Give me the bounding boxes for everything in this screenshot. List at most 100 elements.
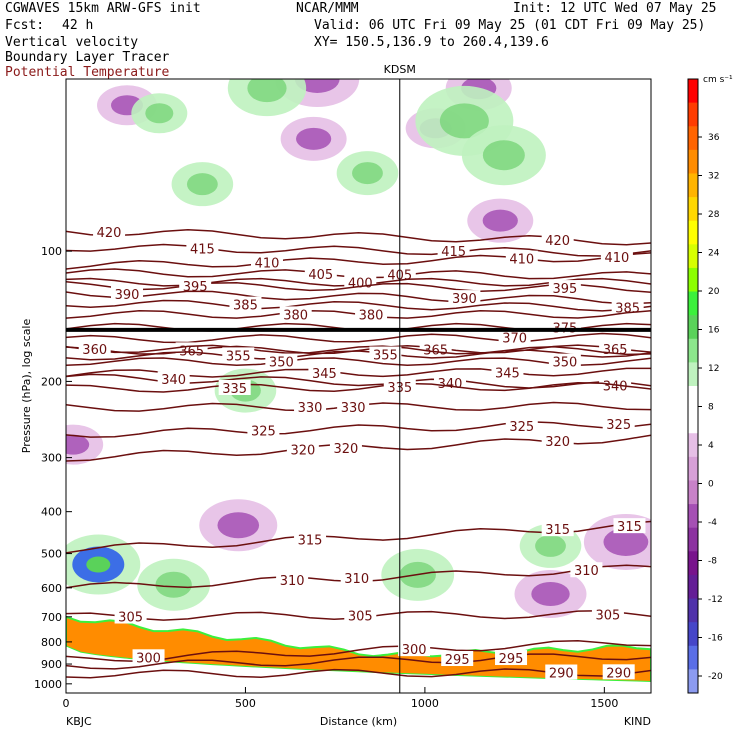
theta-contour-label: 325 xyxy=(606,418,631,433)
theta-label-bg xyxy=(541,432,574,448)
theta-contour-label: 390 xyxy=(115,288,140,303)
updraft-cell-core xyxy=(155,571,192,598)
theta-label-bg xyxy=(337,398,370,414)
theta-contour-label: 420 xyxy=(97,226,122,241)
y-tick-label: 800 xyxy=(41,636,62,649)
theta-contour-line xyxy=(66,344,651,356)
theta-contour-label: 340 xyxy=(438,377,463,392)
theta-contour-label: 380 xyxy=(359,308,384,323)
vertical-velocity-layer xyxy=(66,79,651,619)
colorbar-cell xyxy=(688,574,698,600)
theta-contour-label: 340 xyxy=(603,380,628,395)
theta-contour-label: 410 xyxy=(604,251,629,266)
colorbar-cell xyxy=(688,244,698,269)
forecast-label: Fcst: xyxy=(5,18,45,33)
theta-contour-label: 300 xyxy=(402,643,427,658)
colorbar-frame xyxy=(687,78,699,694)
theta-label-bg xyxy=(437,243,470,259)
field-vertical-velocity: Vertical velocity xyxy=(5,35,139,50)
updraft-cell-core xyxy=(439,103,489,139)
theta-label-bg xyxy=(111,285,144,301)
colorbar-cell xyxy=(688,362,698,387)
theta-label-bg xyxy=(491,364,524,380)
y-tick-label: 300 xyxy=(41,452,62,465)
theta-label-bg xyxy=(308,364,341,380)
axes-layer: 0 500 1000 1500 100 200 300 400 500 600 700 800 900 1… xyxy=(20,245,651,728)
theta-contour-label: 410 xyxy=(509,253,534,268)
y-tick-label: 200 xyxy=(41,375,62,388)
x-tick-label: 0 xyxy=(63,697,70,710)
theta-label-bg xyxy=(78,340,111,356)
colorbar-cell xyxy=(688,433,698,458)
theta-contour-label: 315 xyxy=(298,534,323,549)
y-tick-label: 400 xyxy=(41,506,62,519)
updraft-cell-core xyxy=(482,140,525,171)
colorbar-label: 12 xyxy=(708,364,719,374)
theta-label-bg xyxy=(611,299,644,315)
x-tick-label: 1500 xyxy=(590,697,618,710)
theta-label-bg xyxy=(602,415,635,431)
updraft-cell-core xyxy=(535,534,566,557)
colorbar-cell xyxy=(688,338,698,363)
theta-label-bg xyxy=(279,306,312,322)
colorbar-label: 28 xyxy=(708,210,720,220)
org-label: NCAR/MMM xyxy=(296,1,359,16)
theta-label-bg xyxy=(505,417,538,433)
theta-label-bg xyxy=(448,290,481,306)
right-station-label: KIND xyxy=(624,715,651,728)
theta-label-bg xyxy=(570,562,603,578)
colorbar-label: -20 xyxy=(708,672,723,682)
theta-contour-label: 320 xyxy=(290,444,315,459)
theta-label-bg xyxy=(114,608,147,624)
valid-time: Valid: 06 UTC Fri 09 May 25 (01 CDT Fri … xyxy=(314,18,706,33)
theta-contour-label: 305 xyxy=(118,611,143,626)
field-boundary-layer-tracer: Boundary Layer Tracer xyxy=(5,50,170,65)
colorbar-label: 32 xyxy=(708,172,719,182)
colorbar-cell xyxy=(688,315,698,340)
colorbar-label: -8 xyxy=(708,557,717,567)
downdraft-cell-core xyxy=(296,127,332,150)
downdraft-cell-core xyxy=(66,434,90,455)
x-axis-label: Distance (km) xyxy=(320,715,397,728)
theta-label-bg xyxy=(498,329,531,345)
updraft-cell-core xyxy=(352,162,383,185)
theta-contour-label: 410 xyxy=(255,257,280,272)
theta-label-bg xyxy=(495,650,528,666)
x-tick-label: 500 xyxy=(235,697,256,710)
theta-contour-line xyxy=(66,243,651,257)
theta-contour-label: 355 xyxy=(373,349,398,364)
theta-label-bg xyxy=(441,651,474,667)
theta-label-bg xyxy=(186,240,219,256)
colorbar-cell xyxy=(688,598,698,623)
theta-contour-label: 325 xyxy=(251,425,276,440)
colorbar-cell xyxy=(688,291,698,316)
colorbar-cell xyxy=(688,409,698,434)
colorbar-cell xyxy=(688,386,698,411)
theta-contour-label: 350 xyxy=(269,356,294,371)
y-axis-label: Pressure (hPa), log scale xyxy=(20,319,33,454)
colorbar-cell xyxy=(688,102,698,127)
theta-contour-label: 405 xyxy=(308,268,333,283)
theta-contour-label: 310 xyxy=(344,572,369,587)
theta-contour-line xyxy=(66,252,651,270)
theta-contour-label: 330 xyxy=(341,401,366,416)
y-tick-label: 700 xyxy=(41,611,62,624)
theta-contour-label: 335 xyxy=(222,382,247,397)
colorbar-label: 0 xyxy=(708,480,714,490)
theta-label-bg xyxy=(344,607,377,623)
theta-contour-line xyxy=(66,349,651,361)
theta-contour-label: 320 xyxy=(545,435,570,450)
theta-contour-label: 320 xyxy=(334,442,359,457)
theta-contour-line xyxy=(66,653,651,670)
updraft-cell-core xyxy=(145,103,174,124)
theta-label-bg xyxy=(398,641,431,657)
theta-contour-label: 300 xyxy=(136,651,161,666)
theta-label-bg xyxy=(250,254,283,270)
theta-contour-label: 295 xyxy=(499,652,524,667)
boundary-layer-tracer-layer xyxy=(66,615,651,693)
theta-contour-label: 310 xyxy=(574,564,599,579)
colorbar-cell xyxy=(688,456,698,481)
theta-label-bg xyxy=(548,280,581,296)
colorbar-cell xyxy=(688,622,698,647)
